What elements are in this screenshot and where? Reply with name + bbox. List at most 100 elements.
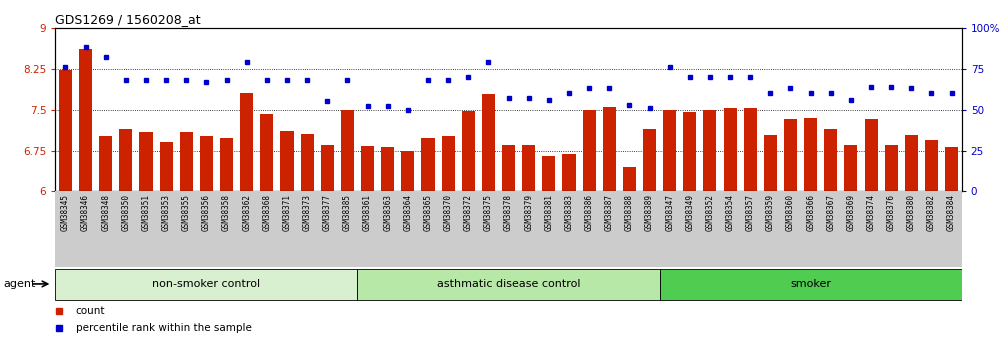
Bar xyxy=(562,154,576,191)
Bar xyxy=(844,145,857,191)
Text: GSM38366: GSM38366 xyxy=(807,194,815,231)
Bar xyxy=(763,135,776,191)
Bar xyxy=(119,129,132,191)
Text: GSM38363: GSM38363 xyxy=(384,194,392,231)
Text: GSM38357: GSM38357 xyxy=(746,194,754,231)
Bar xyxy=(139,132,153,191)
Bar xyxy=(421,138,434,191)
Bar xyxy=(804,118,817,191)
Bar xyxy=(501,145,515,191)
Bar xyxy=(461,111,474,191)
Bar xyxy=(179,132,192,191)
Text: GSM38359: GSM38359 xyxy=(766,194,774,231)
Text: GSM38356: GSM38356 xyxy=(202,194,210,231)
Text: GSM38351: GSM38351 xyxy=(142,194,150,231)
Text: GSM38378: GSM38378 xyxy=(505,194,513,231)
Text: count: count xyxy=(76,306,106,315)
Text: smoker: smoker xyxy=(790,279,831,289)
Bar xyxy=(58,70,71,191)
Bar xyxy=(622,167,635,191)
Bar xyxy=(220,138,233,191)
Text: GSM38347: GSM38347 xyxy=(666,194,674,231)
Text: GSM38370: GSM38370 xyxy=(444,194,452,231)
Bar xyxy=(783,119,797,191)
Text: GSM38372: GSM38372 xyxy=(464,194,472,231)
Bar xyxy=(240,93,253,191)
Text: GSM38361: GSM38361 xyxy=(364,194,372,231)
Bar xyxy=(924,140,938,191)
Text: asthmatic disease control: asthmatic disease control xyxy=(437,279,580,289)
Bar xyxy=(602,107,615,191)
Text: GSM38375: GSM38375 xyxy=(484,194,492,231)
Text: GSM38349: GSM38349 xyxy=(686,194,694,231)
Text: GSM38381: GSM38381 xyxy=(545,194,553,231)
Bar xyxy=(663,110,676,191)
Text: GSM38385: GSM38385 xyxy=(343,194,351,231)
Text: percentile rank within the sample: percentile rank within the sample xyxy=(76,323,252,333)
Bar xyxy=(743,108,756,191)
Text: GSM38368: GSM38368 xyxy=(263,194,271,231)
Bar xyxy=(260,114,273,191)
Text: GSM38373: GSM38373 xyxy=(303,194,311,231)
Text: GSM38384: GSM38384 xyxy=(948,194,956,231)
Text: GSM38376: GSM38376 xyxy=(887,194,895,231)
Text: GSM38346: GSM38346 xyxy=(82,194,90,231)
Text: agent: agent xyxy=(3,279,35,289)
Bar xyxy=(945,147,958,191)
Bar xyxy=(361,146,374,191)
Bar xyxy=(723,108,736,191)
Text: GSM38360: GSM38360 xyxy=(786,194,795,231)
Bar xyxy=(300,134,313,191)
Text: GSM38362: GSM38362 xyxy=(243,194,251,231)
Text: GSM38374: GSM38374 xyxy=(867,194,875,231)
Bar xyxy=(55,269,357,300)
Text: GDS1269 / 1560208_at: GDS1269 / 1560208_at xyxy=(55,13,201,27)
Bar xyxy=(199,136,212,191)
Bar xyxy=(824,129,837,191)
Bar xyxy=(381,147,394,191)
Bar xyxy=(642,129,657,191)
Bar xyxy=(542,156,555,191)
Bar xyxy=(660,269,962,300)
Bar xyxy=(280,131,293,191)
Text: GSM38353: GSM38353 xyxy=(162,194,170,231)
Bar xyxy=(683,112,696,191)
Bar xyxy=(582,110,595,191)
Text: non-smoker control: non-smoker control xyxy=(152,279,261,289)
Bar xyxy=(340,110,354,191)
Text: GSM38383: GSM38383 xyxy=(565,194,573,231)
Text: GSM38389: GSM38389 xyxy=(645,194,654,231)
Bar xyxy=(79,49,92,191)
Text: GSM38352: GSM38352 xyxy=(706,194,714,231)
Bar xyxy=(441,136,454,191)
Text: GSM38369: GSM38369 xyxy=(847,194,855,231)
Text: GSM38364: GSM38364 xyxy=(404,194,412,231)
Text: GSM38365: GSM38365 xyxy=(424,194,432,231)
Bar xyxy=(99,136,112,191)
Text: GSM38387: GSM38387 xyxy=(605,194,613,231)
Text: GSM38355: GSM38355 xyxy=(182,194,190,231)
Bar xyxy=(904,135,917,191)
Text: GSM38388: GSM38388 xyxy=(625,194,633,231)
Text: GSM38377: GSM38377 xyxy=(323,194,331,231)
Text: GSM38348: GSM38348 xyxy=(102,194,110,231)
Bar xyxy=(481,94,494,191)
Text: GSM38354: GSM38354 xyxy=(726,194,734,231)
Bar xyxy=(703,110,717,191)
Bar xyxy=(357,269,660,300)
Text: GSM38371: GSM38371 xyxy=(283,194,291,231)
Text: GSM38358: GSM38358 xyxy=(223,194,231,231)
Text: GSM38386: GSM38386 xyxy=(585,194,593,231)
Bar xyxy=(320,145,333,191)
Bar xyxy=(159,142,173,191)
Bar xyxy=(884,145,897,191)
Text: GSM38345: GSM38345 xyxy=(61,194,69,231)
Bar xyxy=(401,150,414,191)
Text: GSM38350: GSM38350 xyxy=(122,194,130,231)
Text: GSM38367: GSM38367 xyxy=(827,194,835,231)
Text: GSM38382: GSM38382 xyxy=(927,194,936,231)
Text: GSM38379: GSM38379 xyxy=(525,194,533,231)
Text: GSM38380: GSM38380 xyxy=(907,194,915,231)
Bar xyxy=(522,145,536,191)
Bar xyxy=(864,119,877,191)
